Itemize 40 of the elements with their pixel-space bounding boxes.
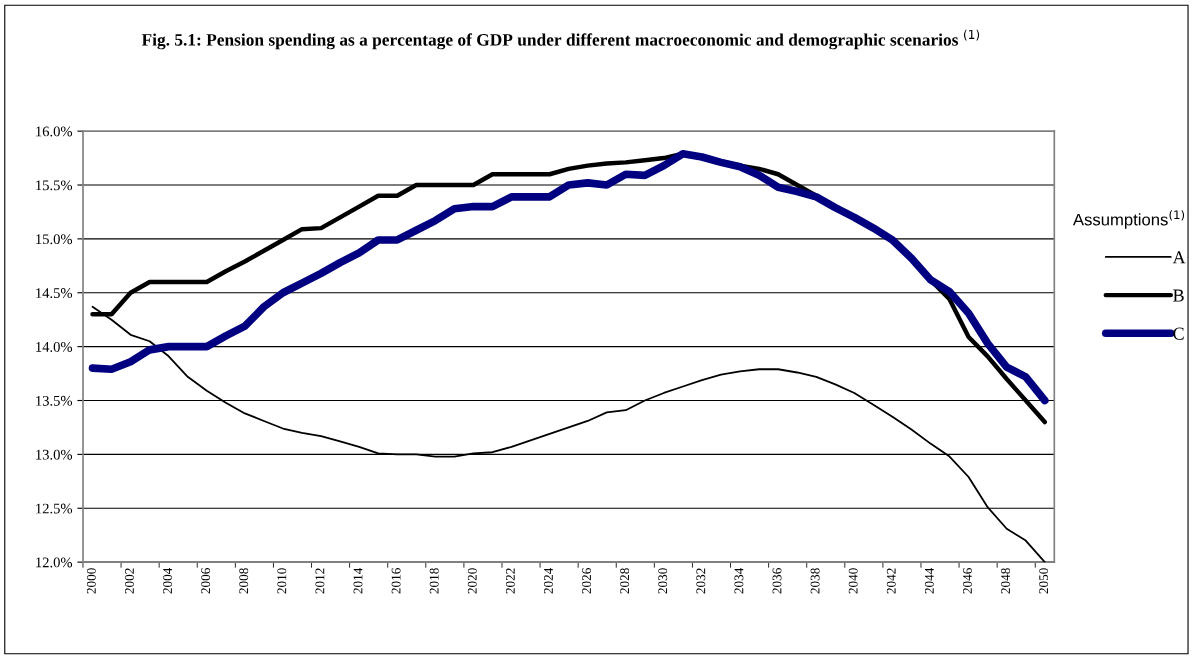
x-tick-label: 2000 (86, 568, 96, 594)
x-tick-label: 2040 (848, 568, 858, 594)
x-tick-label: 2030 (658, 568, 668, 594)
x-tick-label: 2008 (239, 568, 249, 594)
x-tick-label: 2042 (886, 568, 896, 594)
x-tick-label: 2016 (391, 568, 401, 594)
y-tick-label: 14.5% (36, 288, 73, 299)
y-tick-label: 16.0% (36, 126, 73, 137)
x-tick-label: 2038 (810, 568, 820, 594)
x-tick-label: 2004 (163, 567, 172, 594)
x-tick-label: 2046 (963, 568, 972, 594)
x-tick-label: 2026 (582, 568, 591, 594)
x-tick-label: 2014 (353, 567, 363, 594)
x-tick-label: 2012 (315, 568, 325, 594)
x-tick-label: 2050 (1039, 568, 1049, 594)
x-tick-label: 2022 (505, 568, 515, 594)
x-tick-label: 2034 (734, 567, 744, 594)
legend-label: C (1173, 327, 1184, 340)
legend-label: A (1172, 251, 1186, 264)
y-tick-label: 13.5% (36, 395, 73, 406)
y-tick-label: 15.5% (36, 180, 73, 191)
legend-label: B (1173, 289, 1184, 302)
x-tick-label: 2020 (467, 568, 477, 594)
x-tick-label: 2044 (924, 567, 934, 594)
x-tick-label: 2028 (620, 568, 630, 594)
legend-title: Assumptions$^{(1)}$ (1072, 210, 1185, 229)
y-tick-label: 15.0% (36, 234, 73, 245)
x-tick-label: 2024 (544, 567, 553, 594)
x-tick-label: 2006 (201, 568, 211, 594)
x-tick-label: 2010 (277, 568, 287, 594)
x-tick-label: 2002 (125, 568, 134, 594)
x-tick-label: 2048 (1001, 568, 1010, 594)
x-tick-label: 2036 (772, 568, 782, 594)
y-tick-label: 14.0% (36, 342, 73, 352)
x-tick-label: 2018 (429, 568, 439, 594)
y-tick-label: 12.0% (36, 557, 73, 568)
chart-title: Fig. 5.1: Pension spending as a percentage of GDP under different macroeconomic and demographic scenarios $^{(1)}$ (141, 29, 980, 50)
y-tick-label: 12.5% (36, 503, 73, 514)
x-tick-label: 2032 (696, 568, 706, 594)
y-tick-label: 13.0% (36, 449, 73, 460)
